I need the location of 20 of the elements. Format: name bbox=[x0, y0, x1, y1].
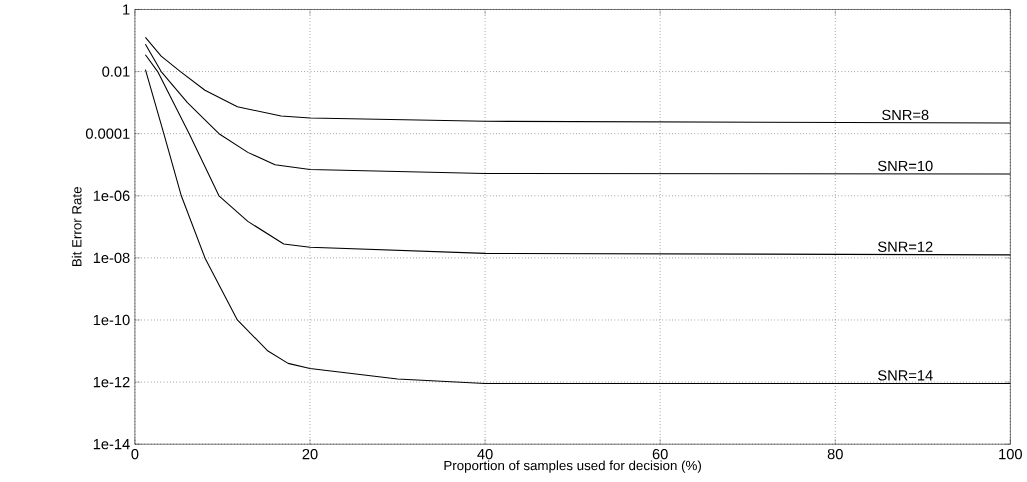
series-label: SNR=8 bbox=[882, 109, 929, 121]
x-tick-label: 40 bbox=[477, 448, 493, 460]
series-label: SNR=12 bbox=[878, 241, 933, 252]
y-tick-label: 1e-08 bbox=[93, 252, 130, 263]
y-tick-label: 1e-06 bbox=[93, 190, 130, 201]
y-axis-title: Bit Error Rate bbox=[71, 187, 82, 267]
y-tick-label: 0.0001 bbox=[85, 128, 130, 139]
x-tick-label: 0 bbox=[131, 448, 139, 460]
series-label: SNR=14 bbox=[878, 370, 933, 381]
y-tick-label: 1e-12 bbox=[93, 376, 130, 388]
x-axis-title: Proportion of samples used for decision (%) bbox=[444, 460, 701, 473]
series-label: SNR=10 bbox=[878, 160, 933, 172]
x-tick-label: 20 bbox=[302, 448, 318, 460]
x-tick-label: 100 bbox=[999, 448, 1022, 460]
x-tick-label: 80 bbox=[827, 448, 843, 460]
y-tick-label: 0.01 bbox=[102, 66, 130, 77]
y-tick-label: 1e-14 bbox=[93, 439, 130, 450]
y-tick-label: 1 bbox=[123, 4, 130, 15]
x-tick-label: 60 bbox=[652, 448, 668, 460]
y-tick-label: 1e-10 bbox=[93, 314, 130, 326]
